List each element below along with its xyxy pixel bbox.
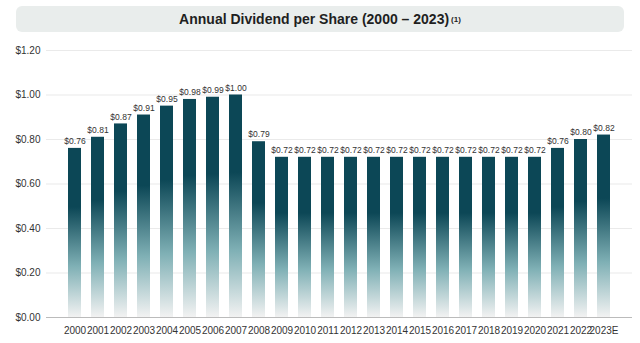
svg-text:2023E: 2023E bbox=[590, 325, 619, 336]
svg-text:2002: 2002 bbox=[110, 325, 133, 336]
svg-text:2001: 2001 bbox=[87, 325, 110, 336]
svg-text:$0.20: $0.20 bbox=[15, 267, 40, 278]
svg-text:2019: 2019 bbox=[501, 325, 524, 336]
svg-text:$0.79: $0.79 bbox=[248, 129, 270, 139]
svg-text:2008: 2008 bbox=[248, 325, 271, 336]
svg-text:2017: 2017 bbox=[455, 325, 478, 336]
svg-text:$0.72: $0.72 bbox=[455, 145, 477, 155]
html-text:Annual Dividend per Share (200: Annual Dividend per Share (2000 – 2023)(… bbox=[179, 11, 461, 27]
svg-text:2022: 2022 bbox=[569, 324, 593, 336]
svg-text:2011: 2011 bbox=[317, 325, 339, 336]
svg-text:2006: 2006 bbox=[202, 325, 225, 336]
svg-text:$0.91: $0.91 bbox=[133, 103, 155, 113]
svg-text:$0.76: $0.76 bbox=[547, 136, 569, 146]
svg-text:$1.00: $1.00 bbox=[225, 83, 247, 93]
svg-text:2007: 2007 bbox=[225, 325, 248, 336]
svg-text:$0.98: $0.98 bbox=[179, 87, 201, 97]
svg-text:$0.00: $0.00 bbox=[15, 312, 40, 323]
svg-text:2020: 2020 bbox=[524, 325, 547, 336]
svg-text:$0.80: $0.80 bbox=[15, 134, 40, 145]
svg-text:2018: 2018 bbox=[478, 325, 501, 336]
svg-text:$0.95: $0.95 bbox=[156, 94, 178, 104]
svg-text:2012: 2012 bbox=[340, 325, 363, 336]
svg-text:2016: 2016 bbox=[432, 325, 455, 336]
svg-text:2003: 2003 bbox=[133, 325, 156, 336]
svg-text:$0.80: $0.80 bbox=[570, 127, 592, 137]
svg-text:$0.82: $0.82 bbox=[593, 123, 615, 133]
svg-text:$0.72: $0.72 bbox=[432, 145, 454, 155]
svg-text:$0.72: $0.72 bbox=[501, 145, 523, 155]
svg-text:2005: 2005 bbox=[179, 325, 202, 336]
svg-text:$0.81: $0.81 bbox=[87, 125, 109, 135]
svg-text:2004: 2004 bbox=[156, 325, 179, 336]
svg-text:2009: 2009 bbox=[271, 325, 294, 336]
svg-text:$0.60: $0.60 bbox=[15, 178, 40, 189]
svg-text:$0.72: $0.72 bbox=[317, 145, 339, 155]
svg-text:2013: 2013 bbox=[363, 325, 386, 336]
svg-text:$0.40: $0.40 bbox=[15, 223, 40, 234]
svg-text:$0.76: $0.76 bbox=[64, 136, 86, 146]
svg-text:2010: 2010 bbox=[294, 325, 317, 336]
svg-text:$0.72: $0.72 bbox=[478, 145, 500, 155]
svg-text:2021: 2021 bbox=[547, 325, 570, 336]
svg-text:$0.72: $0.72 bbox=[524, 145, 546, 155]
svg-text:$0.72: $0.72 bbox=[386, 145, 408, 155]
svg-text:2014: 2014 bbox=[386, 325, 409, 336]
svg-text:$0.72: $0.72 bbox=[294, 145, 316, 155]
svg-text:2015: 2015 bbox=[409, 325, 432, 336]
svg-text:$0.87: $0.87 bbox=[110, 112, 132, 122]
svg-text:$0.72: $0.72 bbox=[271, 145, 293, 155]
svg-text:2000: 2000 bbox=[64, 325, 87, 336]
svg-text:$0.72: $0.72 bbox=[340, 145, 362, 155]
svg-text:$0.99: $0.99 bbox=[202, 85, 224, 95]
svg-text:$0.72: $0.72 bbox=[363, 145, 385, 155]
svg-text:$1.20: $1.20 bbox=[15, 45, 40, 56]
svg-text:$0.72: $0.72 bbox=[409, 145, 431, 155]
svg-text:$1.00: $1.00 bbox=[15, 89, 40, 100]
